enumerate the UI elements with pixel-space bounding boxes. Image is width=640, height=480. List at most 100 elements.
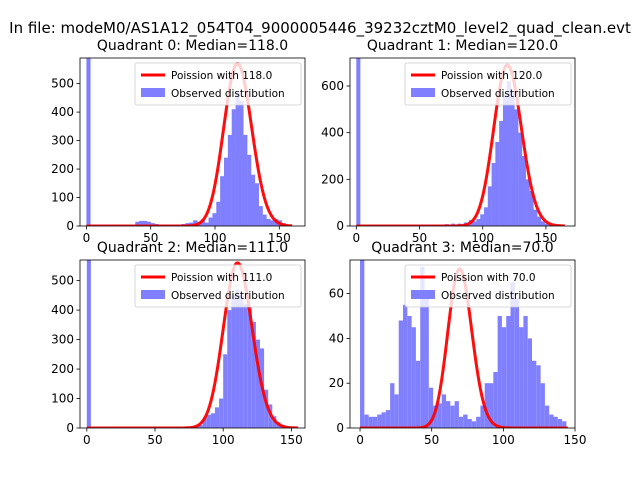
y-tick-label: 100 bbox=[51, 191, 74, 205]
observed-bar bbox=[472, 221, 477, 226]
legend-observed-label: Observed distribution bbox=[171, 290, 285, 302]
observed-bar bbox=[403, 304, 408, 428]
legend-poisson-label: Poission with 70.0 bbox=[441, 272, 536, 284]
axes-frame bbox=[79, 57, 306, 227]
observed-bar bbox=[231, 109, 236, 226]
legend-observed-swatch bbox=[141, 290, 165, 299]
observed-bar bbox=[364, 414, 369, 428]
y-tick-label: 300 bbox=[51, 134, 74, 148]
y-tick-label: 600 bbox=[321, 79, 344, 93]
legend-box bbox=[134, 62, 302, 106]
x-tick-label: 150 bbox=[268, 231, 291, 245]
observed-bar bbox=[394, 394, 399, 428]
observed-bar bbox=[480, 214, 485, 226]
observed-bar bbox=[198, 425, 203, 428]
y-tick-label: 100 bbox=[51, 392, 74, 406]
observed-bar bbox=[506, 316, 511, 428]
x-tick-label: 150 bbox=[564, 433, 587, 447]
legend-poisson-label: Poission with 111.0 bbox=[171, 272, 272, 284]
legend: Poission with 120.0 Observed distribution bbox=[404, 62, 572, 106]
plot-area bbox=[86, 58, 293, 226]
observed-bar bbox=[499, 121, 504, 226]
observed-bar bbox=[519, 327, 524, 428]
observed-bar bbox=[437, 403, 442, 428]
observed-bar bbox=[360, 260, 365, 428]
observed-bar bbox=[356, 58, 361, 226]
quadrant-0-panel: Quadrant 0: Median=118.0 0 50 100 150 0 100 200… bbox=[51, 38, 306, 245]
observed-bar bbox=[146, 221, 151, 226]
y-tick-label: 200 bbox=[51, 362, 74, 376]
observed-bar bbox=[562, 421, 567, 428]
observed-bar bbox=[480, 405, 485, 428]
observed-bar bbox=[501, 327, 507, 428]
observed-bar bbox=[450, 405, 455, 428]
observed-bar bbox=[458, 416, 464, 428]
legend-observed-label: Observed distribution bbox=[171, 88, 285, 100]
y-tick-label: 0 bbox=[336, 219, 344, 233]
observed-bar bbox=[537, 216, 542, 226]
observed-bar bbox=[553, 416, 558, 428]
observed-bar bbox=[264, 389, 269, 428]
legend-observed-swatch bbox=[411, 88, 435, 97]
observed-bar bbox=[385, 410, 391, 428]
y-tick-label: 0 bbox=[66, 219, 74, 233]
observed-bar bbox=[143, 220, 148, 226]
observed-bar bbox=[247, 154, 252, 226]
figure-suptitle: In file: modeM0/AS1A12_054T04_9000005446… bbox=[9, 19, 631, 38]
poisson-curve bbox=[86, 261, 299, 428]
observed-bar bbox=[532, 360, 537, 428]
observed-bar bbox=[210, 413, 215, 428]
observed-bar bbox=[463, 414, 468, 428]
panel-title: Quadrant 1: Median=120.0 bbox=[367, 38, 558, 54]
observed-bar bbox=[518, 132, 523, 226]
legend: Poission with 118.0 Observed distribution bbox=[134, 62, 302, 106]
quadrant-2-panel: Quadrant 2: Median=111.0 0 50 100 150 0 100 200… bbox=[51, 240, 306, 447]
observed-bar bbox=[495, 142, 500, 226]
observed-bar bbox=[487, 186, 492, 226]
observed-bar bbox=[219, 398, 224, 428]
observed-bar bbox=[266, 218, 271, 226]
observed-bar bbox=[135, 221, 140, 226]
observed-bar bbox=[398, 320, 404, 428]
observed-bar bbox=[454, 401, 459, 428]
legend-box bbox=[404, 264, 572, 308]
observed-bar bbox=[483, 207, 489, 226]
observed-bar bbox=[489, 383, 494, 428]
observed-bar bbox=[227, 310, 232, 428]
observed-bar bbox=[251, 174, 256, 226]
observed-bar bbox=[536, 365, 541, 428]
x-tick-label: 50 bbox=[412, 231, 427, 245]
observed-bar bbox=[239, 100, 244, 226]
observed-bar bbox=[415, 360, 421, 428]
observed-bar bbox=[86, 58, 91, 226]
observed-bar bbox=[446, 401, 451, 428]
legend-poisson-label: Poission with 118.0 bbox=[171, 70, 272, 82]
observed-bar bbox=[227, 134, 232, 226]
observed-bar bbox=[224, 157, 229, 226]
observed-bar bbox=[220, 176, 225, 226]
panel-title: Quadrant 3: Median=70.0 bbox=[371, 240, 553, 256]
observed-bar bbox=[502, 95, 507, 226]
observed-bar bbox=[471, 421, 477, 428]
observed-bar bbox=[527, 338, 533, 428]
observed-bar bbox=[254, 183, 259, 226]
observed-bar bbox=[239, 295, 244, 428]
x-tick-label: 100 bbox=[492, 433, 515, 447]
observed-bar bbox=[223, 354, 228, 428]
x-tick-label: 150 bbox=[534, 231, 557, 245]
legend-box bbox=[134, 264, 302, 308]
axes-frame bbox=[349, 57, 576, 227]
quadrant-1-panel: Quadrant 1: Median=120.0 0 50 100 150 0 200 400… bbox=[321, 38, 576, 245]
plot-area bbox=[86, 260, 299, 428]
observed-bar bbox=[467, 419, 472, 428]
y-tick-label: 200 bbox=[321, 172, 344, 186]
observed-bar bbox=[549, 414, 554, 428]
observed-bar bbox=[372, 416, 378, 428]
plot-area bbox=[359, 260, 568, 428]
x-tick-label: 50 bbox=[143, 231, 158, 245]
panels: Quadrant 0: Median=118.00 50 100 1500100200… bbox=[51, 38, 586, 447]
observed-bar bbox=[411, 327, 416, 428]
observed-bar bbox=[514, 298, 520, 428]
observed-bar bbox=[428, 387, 434, 428]
y-tick-label: 500 bbox=[51, 274, 74, 288]
